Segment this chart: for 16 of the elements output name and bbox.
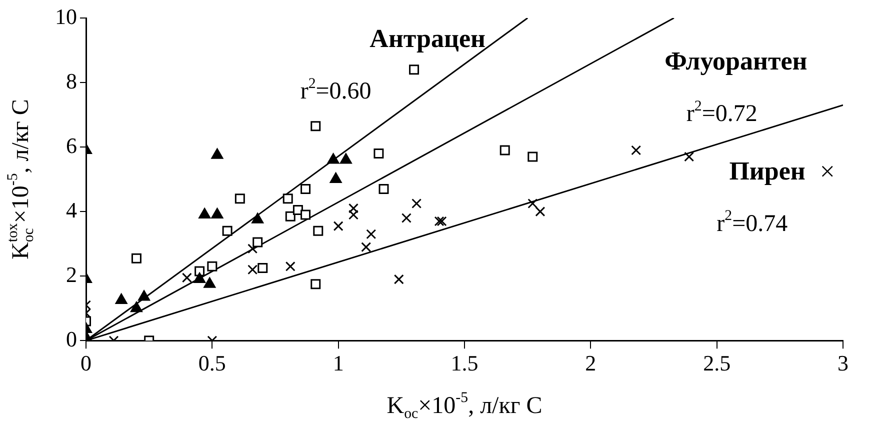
x-tick-label: 2: [585, 350, 596, 376]
x-tick-label: 0.5: [198, 350, 226, 376]
series-label: Антрацен: [370, 24, 486, 54]
x-tick-label: 1.5: [450, 350, 478, 376]
series-label: Флуорантен: [664, 46, 808, 76]
y-tick-label: 0: [66, 326, 77, 352]
y-tick-label: 8: [66, 68, 77, 94]
y-tick-label: 2: [66, 262, 77, 287]
legend-label: Пирен: [729, 156, 806, 186]
x-tick-label: 1: [332, 350, 344, 376]
y-axis-title: Koctox×10-5, л/кг C: [5, 99, 37, 260]
y-tick-label: 10: [55, 4, 77, 29]
y-tick-label: 6: [66, 132, 77, 158]
x-tick-label: 2.5: [703, 350, 731, 376]
y-tick-label: 4: [66, 197, 77, 222]
x-tick-label: 3: [838, 350, 848, 376]
